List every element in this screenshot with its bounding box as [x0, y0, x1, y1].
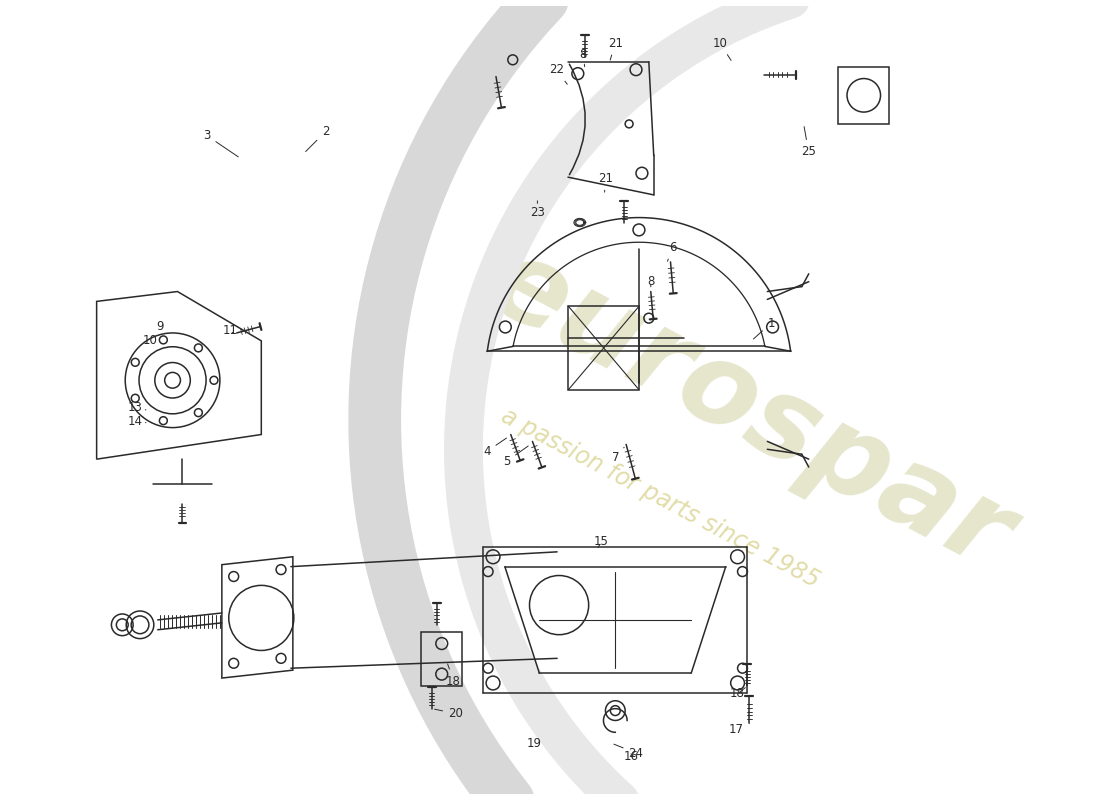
Text: 13: 13: [128, 402, 146, 414]
Text: 2: 2: [306, 126, 329, 151]
Text: 7: 7: [612, 447, 624, 464]
Text: 10: 10: [142, 334, 157, 347]
Text: 18: 18: [730, 687, 746, 700]
Text: 23: 23: [530, 201, 544, 219]
Text: a passion for parts since 1985: a passion for parts since 1985: [497, 404, 824, 593]
Text: 25: 25: [801, 126, 816, 158]
Text: 21: 21: [598, 172, 613, 192]
Text: 15: 15: [594, 535, 609, 549]
Text: 11: 11: [222, 325, 238, 338]
Text: 4: 4: [483, 438, 506, 458]
Text: 10: 10: [713, 37, 732, 61]
Text: eurospar: eurospar: [470, 226, 1030, 594]
Text: 8: 8: [647, 275, 654, 288]
Bar: [569, 306, 639, 390]
Text: 19: 19: [527, 737, 542, 750]
Text: 9: 9: [156, 319, 164, 333]
Text: 6: 6: [668, 241, 676, 262]
Text: 22: 22: [549, 63, 568, 84]
Text: 18: 18: [447, 664, 461, 687]
Text: 20: 20: [434, 707, 463, 720]
Bar: [838, 66, 890, 124]
Text: 14: 14: [128, 415, 146, 428]
Text: 5: 5: [503, 446, 528, 468]
Text: 17: 17: [729, 723, 749, 736]
Text: 1: 1: [754, 317, 774, 339]
Text: 3: 3: [204, 130, 239, 157]
Text: 16: 16: [624, 750, 639, 763]
Bar: [421, 632, 462, 686]
Text: 8: 8: [579, 48, 586, 66]
Text: 24: 24: [614, 744, 644, 759]
Text: 21: 21: [608, 37, 623, 60]
